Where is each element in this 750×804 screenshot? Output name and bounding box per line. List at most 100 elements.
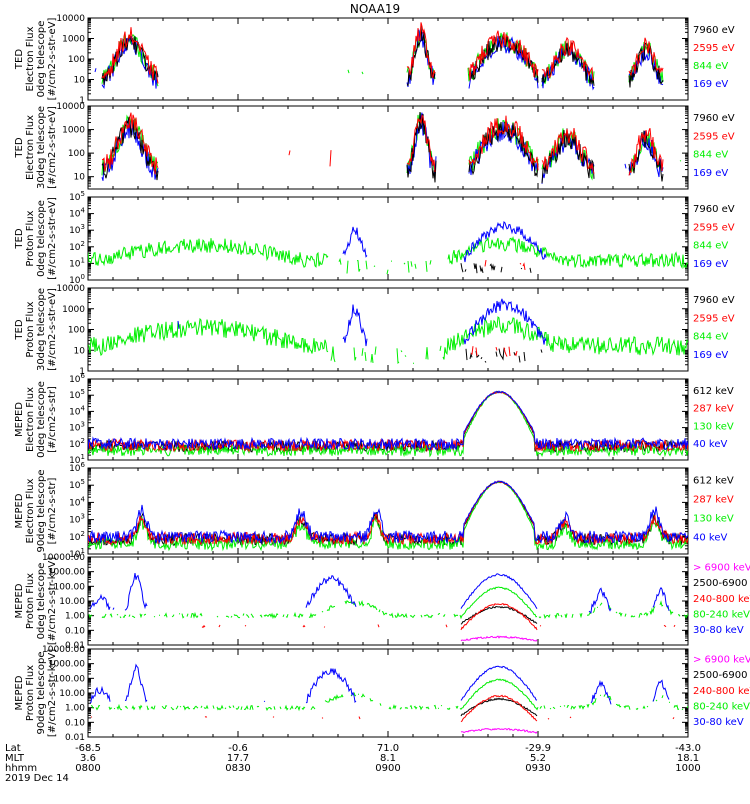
series-blue: [88, 480, 688, 545]
series-group: [88, 390, 688, 458]
legend-entry: 130 keV: [693, 513, 734, 524]
legend-entry: 169 eV: [693, 350, 728, 361]
legend-entry: 169 eV: [693, 79, 728, 90]
panel-frame: [87, 196, 689, 281]
legend-entry: 7960 eV: [693, 113, 735, 124]
series-green: [88, 236, 688, 275]
time-tick-hhmm: 0830: [225, 763, 250, 774]
y-tick-label: 105: [69, 190, 85, 203]
time-tick-lat: -43.0: [675, 743, 701, 754]
y-tick-label: 10.00: [59, 689, 85, 699]
y-axis-label: TEDProton Flux30deg telescope[#/cm2-s-st…: [14, 288, 58, 371]
series-group: [88, 480, 688, 552]
y-tick-label: 1000: [62, 126, 85, 136]
time-tick-mlt: 18.1: [677, 753, 699, 764]
x-ticks: [87, 197, 689, 280]
y-tick-label: 1000: [62, 305, 85, 315]
legend-entry: 7960 eV: [693, 295, 735, 306]
y-tick-label: 100.00: [54, 674, 86, 684]
legend-entry: 30-80 keV: [693, 717, 744, 728]
series-magenta: [460, 635, 538, 642]
legend-entry: 80-240 keV: [693, 609, 750, 620]
y-tick-label: 101: [69, 256, 85, 269]
time-tick-mlt: 5.2: [530, 753, 546, 764]
y-tick-label: 102: [69, 437, 85, 450]
y-tick-label: 1000.00: [48, 660, 85, 670]
legend-entry: > 6900 keV: [693, 563, 750, 574]
time-tick-hhmm: 0800: [75, 763, 100, 774]
legend-entry: 844 eV: [693, 61, 728, 72]
series-black: [461, 263, 542, 273]
y-ticks: 1 10 100 1000 10000: [56, 14, 688, 106]
y-tick-label: 102: [69, 530, 85, 543]
y-tick-label: 100: [68, 149, 85, 159]
x-ticks: [87, 288, 689, 371]
series-green: [101, 112, 682, 181]
legend-entry: 2500-6900: [693, 670, 748, 681]
y-tick-label: 1.00: [65, 612, 85, 622]
time-tick-lat: -68.5: [75, 743, 101, 754]
axis-row-label: Lat: [5, 743, 21, 754]
series-red: [102, 113, 682, 176]
legend-entry: 40 keV: [693, 532, 727, 543]
legend-entry: 2595 eV: [693, 222, 735, 233]
panel-frame: [87, 556, 689, 646]
series-black: [465, 347, 543, 363]
y-ticks: 0.01 0.10 1.00 10.00 100.00 1000.00 10000.00: [42, 645, 688, 743]
series-blue: [101, 112, 664, 184]
time-tick-mlt: 3.6: [80, 753, 96, 764]
legend-entry: 7960 eV: [693, 204, 735, 215]
legend: 7960 eV 2595 eV 844 eV 169 eV: [693, 25, 735, 90]
y-tick-label: 10000: [56, 14, 85, 24]
y-tick-label: 10: [74, 173, 86, 183]
y-tick-label: 103: [69, 223, 85, 236]
legend-entry: > 6900 keV: [693, 655, 750, 666]
y-tick-label: 10000: [56, 102, 85, 112]
y-tick-label: 100: [68, 55, 85, 65]
series-green: [88, 391, 688, 458]
y-tick-label: 106: [69, 372, 85, 385]
x-ticks: [87, 557, 689, 645]
legend-entry: 612 keV: [693, 475, 734, 486]
legend-entry: 2595 eV: [693, 43, 735, 54]
y-tick-label: 1000.00: [48, 568, 85, 578]
panel-frame: [87, 17, 689, 101]
series-black: [460, 605, 538, 625]
legend-entry: 2595 eV: [693, 131, 735, 142]
y-tick-label: 0.10: [65, 626, 85, 636]
y-tick-label: 10.00: [59, 597, 85, 607]
series-green: [88, 586, 688, 620]
series-green: [90, 678, 688, 712]
axis-row-label: hhmm: [5, 763, 37, 774]
legend-entry: 240-800 keV: [693, 686, 750, 697]
legend: 612 keV 287 keV 130 keV 40 keV: [693, 475, 734, 543]
legend-entry: 2595 eV: [693, 313, 735, 324]
y-tick-label: 1.00: [65, 704, 85, 714]
legend: 7960 eV 2595 eV 844 eV 169 eV: [693, 295, 735, 361]
series-group: [94, 22, 688, 91]
legend-entry: 844 eV: [693, 150, 728, 161]
y-tick-label: 10: [74, 346, 86, 356]
x-ticks: [87, 18, 689, 100]
y-tick-label: 103: [69, 513, 85, 526]
series-blue: [94, 29, 664, 91]
series-group: [88, 222, 688, 274]
legend-entry: 7960 eV: [693, 25, 735, 36]
x-ticks: [87, 379, 689, 460]
y-tick-label: 105: [69, 478, 85, 491]
series-blue: [343, 222, 649, 262]
legend: > 6900 keV 2500-6900 240-800 keV 80-240 keV…: [693, 563, 750, 636]
time-tick-mlt: 8.1: [380, 753, 396, 764]
legend: > 6900 keV 2500-6900 240-800 keV 80-240 keV…: [693, 655, 750, 728]
legend-entry: 612 keV: [693, 386, 734, 397]
y-axis-label: MEPEDProton Flux90deg telescope[#/cm2-s-…: [14, 649, 58, 737]
y-axis-label: TEDElectron Flux0deg telescope[#/cm2-s-s…: [14, 18, 58, 101]
legend: 612 keV 287 keV 130 keV 40 keV: [693, 386, 734, 450]
legend-entry: 169 eV: [693, 259, 728, 270]
